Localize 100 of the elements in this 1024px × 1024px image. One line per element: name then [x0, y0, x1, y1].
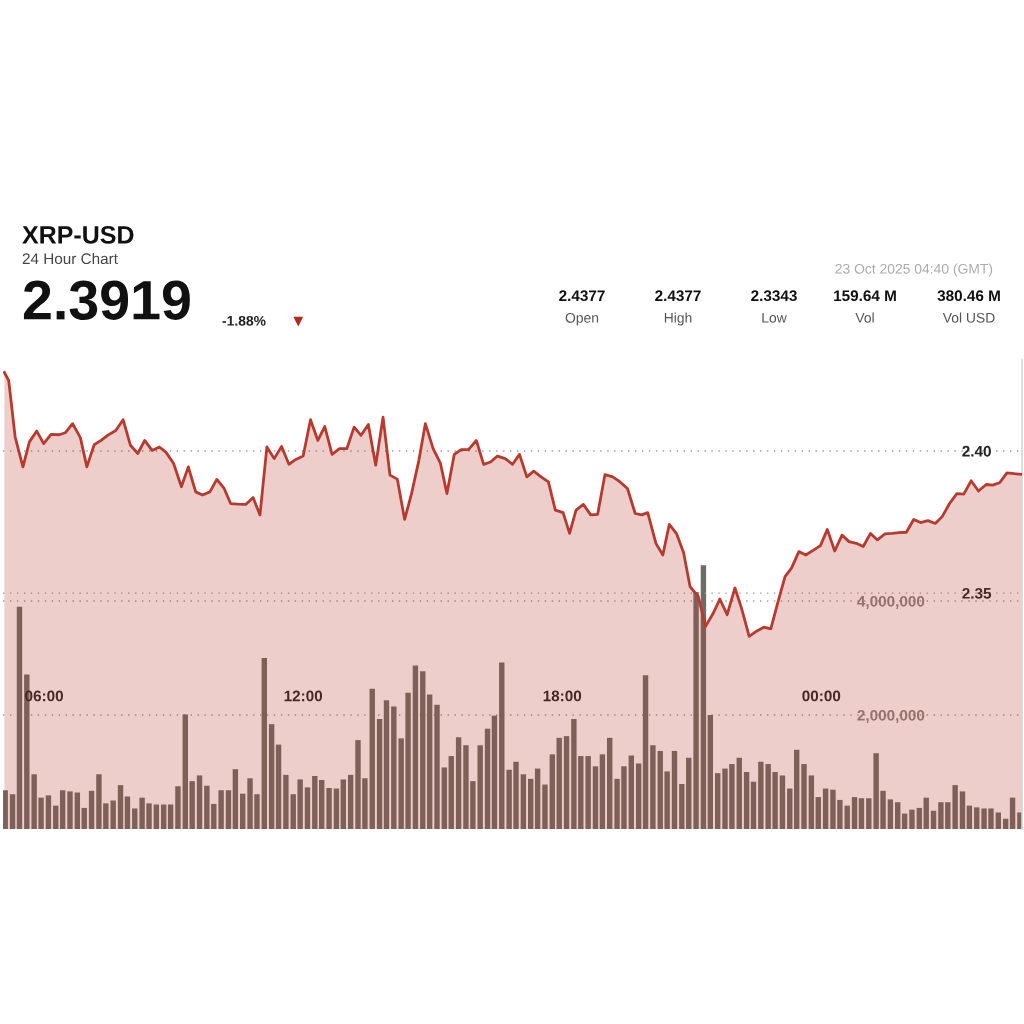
bar [650, 745, 656, 829]
bar [426, 694, 433, 829]
bar [974, 807, 980, 829]
bar [923, 797, 929, 829]
bar [448, 756, 454, 829]
bar [714, 773, 721, 829]
bar [858, 798, 865, 829]
text: 2.3343 [751, 290, 797, 302]
bar [175, 786, 181, 829]
bar [1002, 818, 1009, 829]
bar [671, 750, 678, 829]
bar [59, 790, 66, 829]
text: -1.88% [222, 315, 266, 326]
bar [9, 794, 16, 829]
bar [132, 808, 138, 829]
x-tick-label: 12:00 [284, 690, 323, 702]
bar [801, 764, 807, 829]
bar [161, 804, 167, 829]
bar [916, 807, 923, 829]
x-tick-label: 00:00 [802, 690, 841, 702]
text: 2.4377 [655, 290, 701, 302]
bar [268, 724, 275, 829]
bar [455, 737, 462, 829]
bar [628, 755, 635, 829]
bar [815, 797, 821, 829]
text: Vol [855, 312, 874, 323]
bar [340, 779, 347, 829]
bar [53, 805, 59, 829]
bar [642, 675, 649, 829]
bar [930, 810, 937, 829]
bar [412, 665, 419, 829]
bar [693, 591, 699, 829]
y-tick-label: 2.35 [962, 587, 992, 599]
bar [901, 813, 908, 829]
bar [491, 715, 498, 829]
bar [232, 769, 239, 829]
bar [67, 791, 73, 829]
y2-tick-label: 2,000,000 [857, 709, 925, 723]
bar [844, 805, 850, 829]
x-tick-label: 18:00 [543, 690, 582, 702]
bar [895, 802, 901, 829]
bar [484, 728, 491, 829]
bar [304, 787, 311, 829]
bar [369, 688, 375, 829]
bar [599, 754, 606, 829]
bar [1009, 797, 1016, 829]
bar [549, 754, 555, 829]
bar [528, 778, 534, 829]
bar [909, 809, 915, 829]
y-tick-label: 2.40 [962, 445, 991, 457]
bar [347, 774, 354, 829]
bar [420, 671, 426, 829]
text: 23 Oct 2025 04:40 (GMT) [835, 263, 993, 277]
text: Vol USD [942, 312, 995, 323]
bar [225, 790, 232, 829]
text: High [664, 312, 692, 326]
bar [218, 790, 224, 829]
bar [283, 774, 289, 829]
text: 2.3919 [23, 280, 190, 320]
bar [808, 775, 815, 829]
bar [607, 737, 613, 829]
text: 2.4377 [559, 290, 605, 302]
bar [743, 772, 750, 829]
bar [959, 791, 966, 829]
bar [240, 793, 246, 829]
bar [167, 804, 174, 829]
bar [16, 606, 23, 829]
chart-subtitle: 24 Hour Chart [22, 252, 118, 265]
bar [275, 744, 282, 829]
bar [499, 662, 505, 829]
bar [887, 799, 894, 829]
bar [866, 798, 872, 829]
bar [787, 788, 793, 829]
bar [434, 704, 440, 829]
text: 159.64 M [834, 290, 896, 302]
bar [966, 805, 973, 829]
bar [851, 797, 858, 829]
bar [261, 658, 267, 829]
bar [779, 775, 786, 829]
bar [793, 749, 800, 829]
bar [74, 792, 81, 829]
bar [333, 788, 340, 829]
text: Low [762, 313, 787, 323]
bar [3, 790, 8, 829]
bar [124, 796, 131, 829]
bar [585, 756, 591, 829]
bar [88, 790, 95, 829]
bar [376, 719, 383, 829]
bar [542, 784, 548, 829]
bar [383, 700, 390, 829]
bar [520, 774, 527, 829]
bar [45, 795, 52, 829]
y2-tick-label: 4,000,000 [857, 595, 925, 609]
chart-title: XRP-USD [22, 226, 134, 244]
bar [196, 775, 203, 829]
text: Open [565, 312, 599, 326]
bar [556, 737, 562, 829]
bar [441, 767, 448, 829]
bar [635, 763, 642, 829]
bar [117, 785, 124, 829]
